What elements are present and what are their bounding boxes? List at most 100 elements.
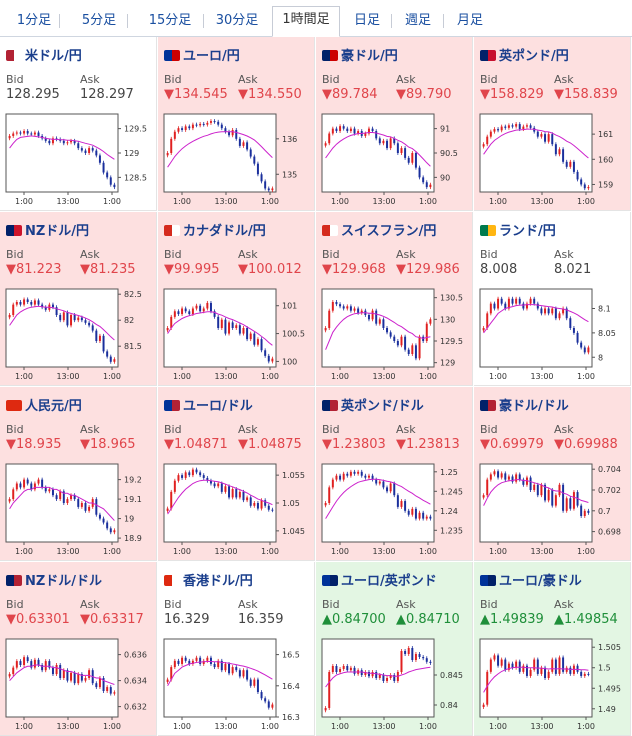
candle-body (551, 659, 554, 672)
pair-cell[interactable]: 人民元/円 Bid Ask ▼18.935 ▼18.965 19.2 19.1 19 18.9 1… (0, 387, 157, 561)
pair-title[interactable]: NZドル/ドル (6, 570, 102, 589)
pair-cell[interactable]: 豪ドル/ドル Bid Ask ▼0.69979 ▼0.69988 0.704 0.702 0.… (474, 387, 631, 561)
pair-title[interactable]: 香港ドル/円 (164, 570, 253, 589)
candle-body (30, 661, 33, 668)
ask-value: ▼0.63317 (80, 612, 144, 627)
pair-cell[interactable]: 英ポンド/ドル Bid Ask ▼1.23803 ▼1.23813 1.25 1.245 1.… (316, 387, 473, 561)
tab-5[interactable]: 日足 (342, 8, 392, 34)
pair-cell[interactable]: スイスフラン/円 Bid Ask ▼129.968 ▼129.986 130.5 130 12… (316, 212, 473, 386)
pair-cell[interactable]: ユーロ/豪ドル Bid Ask ▲1.49839 ▲1.49854 1.505 1.5 1.4… (474, 562, 631, 736)
price-chart[interactable]: 82.5 82 81.5 1:00 13:00 1:00 (4, 287, 154, 383)
pair-cell[interactable]: NZドル/ドル Bid Ask ▼0.63301 ▼0.63317 0.636 0.634 0… (0, 562, 157, 736)
tab-1[interactable]: 5分足 (70, 8, 128, 34)
pair-title[interactable]: ユーロ/英ポンド (322, 570, 437, 589)
bid-value: ▲0.84700 (322, 612, 386, 627)
x-tick-label: 13:00 (530, 372, 553, 381)
pair-cell[interactable]: ランド/円 Bid Ask 8.008 8.021 8.1 8.05 8 1:00 13:00 1:… (474, 212, 631, 386)
candle-body (522, 303, 525, 309)
pair-title[interactable]: ランド/円 (480, 220, 556, 239)
pair-cell[interactable]: ユーロ/ドル Bid Ask ▼1.04871 ▼1.04875 1.055 1.05 1.0… (158, 387, 315, 561)
pair-cell[interactable]: 香港ドル/円 Bid Ask 16.329 16.359 16.5 16.4 16.3 1:00… (158, 562, 315, 736)
flag-icon (480, 400, 496, 411)
pair-cell[interactable]: NZドル/円 Bid Ask ▼81.223 ▼81.235 82.5 82 81.5 1:00… (0, 212, 157, 386)
pair-title[interactable]: 人民元/円 (6, 395, 82, 414)
bid-value: ▼0.69979 (480, 437, 544, 452)
price-chart[interactable]: 136 135 1:00 13:00 1:00 (162, 112, 312, 208)
pair-title[interactable]: ユーロ/円 (164, 45, 240, 64)
pair-title[interactable]: 英ポンド/ドル (322, 395, 424, 414)
pair-title[interactable]: スイスフラン/円 (322, 220, 436, 239)
price-chart[interactable]: 91 90.5 90 1:00 13:00 1:00 (320, 112, 470, 208)
x-tick-label: 1:00 (15, 197, 33, 206)
pair-title[interactable]: 米ドル/円 (6, 45, 82, 64)
y-tick-label: 1.495 (598, 684, 621, 693)
price-chart[interactable]: 1.055 1.05 1.045 1:00 13:00 1:00 (162, 462, 312, 558)
candle-body (389, 483, 392, 492)
tab-4[interactable]: 1時間足 (272, 6, 340, 37)
price-chart[interactable]: 1.25 1.245 1.24 1.235 1:00 13:00 1:00 (320, 462, 470, 558)
candle-body (271, 188, 274, 191)
pair-cell[interactable]: ユーロ/英ポンド Bid Ask ▲0.84700 ▲0.84710 0.845 0.84 1… (316, 562, 473, 736)
candle-body (328, 133, 331, 144)
candle-body (249, 149, 252, 157)
pair-title[interactable]: ユーロ/ドル (164, 395, 253, 414)
x-tick-label: 1:00 (173, 722, 191, 731)
pair-title[interactable]: NZドル/円 (6, 220, 89, 239)
candle-body (339, 304, 342, 307)
price-chart[interactable]: 8.1 8.05 8 1:00 13:00 1:00 (478, 287, 628, 383)
price-chart[interactable]: 0.636 0.634 0.632 1:00 13:00 1:00 (4, 637, 154, 733)
candle-body (382, 140, 385, 144)
bid-label: Bid (322, 248, 340, 261)
candle-body (12, 133, 15, 136)
candle-body (228, 663, 231, 674)
candle-body (342, 666, 345, 669)
candle-body (80, 317, 83, 321)
price-chart[interactable]: 0.704 0.702 0.7 0.698 1:00 13:00 1:00 (478, 462, 628, 558)
candle-body (26, 657, 29, 662)
candle-body (375, 479, 378, 484)
tab-7[interactable]: 月足 (456, 13, 483, 28)
pair-cell[interactable]: 豪ドル/円 Bid Ask ▼89.784 ▼89.790 91 90.5 90 1:00 13:… (316, 37, 473, 211)
candle-body (407, 648, 410, 654)
pair-name: 香港ドル/円 (183, 574, 253, 589)
candle-body (191, 308, 194, 315)
pair-cell[interactable]: カナダドル/円 Bid Ask ▼99.995 ▼100.012 101 100.5 100 1… (158, 212, 315, 386)
pair-title[interactable]: 豪ドル/ドル (480, 395, 569, 414)
pair-title[interactable]: 英ポンド/円 (480, 45, 569, 64)
candle-body (533, 659, 536, 670)
pair-title[interactable]: ユーロ/豪ドル (480, 570, 582, 589)
tab-2[interactable]: 15分足 (136, 8, 204, 34)
candle-body (77, 143, 80, 149)
candle-body (583, 347, 586, 353)
candle-body (264, 181, 267, 189)
price-chart[interactable]: 16.516.416.31:00 13:00 1:00 (162, 637, 312, 733)
x-tick-label: 13:00 (214, 197, 237, 206)
candle-body (220, 124, 223, 129)
pair-cell[interactable]: 英ポンド/円 Bid Ask ▼158.829 ▼158.839 161 160 159 1:0… (474, 37, 631, 211)
candle-body (511, 298, 514, 304)
candle-body (246, 497, 249, 501)
price-chart[interactable]: 0.845 0.84 1:00 13:00 1:00 (320, 637, 470, 733)
pair-cell[interactable]: 米ドル/円 Bid Ask 128.295 128.297 129.5 129 128.5 1:… (0, 37, 157, 211)
chart-plot-area (479, 113, 593, 193)
tab-6[interactable]: 週足 (392, 8, 444, 34)
bid-label: Bid (480, 423, 498, 436)
tab-3[interactable]: 30分足 (215, 13, 259, 28)
pair-title[interactable]: 豪ドル/円 (322, 45, 398, 64)
bid-value: ▼89.784 (322, 87, 378, 102)
price-chart[interactable]: 129.5 129 128.5 1:00 13:00 1:00 (4, 112, 154, 208)
candle-body (19, 302, 22, 305)
pair-cell[interactable]: ユーロ/円 Bid Ask ▼134.545 ▼134.550 136 135 1:00 13:… (158, 37, 315, 211)
candle-body (515, 474, 518, 482)
bid-value: ▼1.23803 (322, 437, 386, 452)
y-tick-label: 0.632 (124, 703, 147, 712)
tab-0[interactable]: 1分足 (8, 8, 60, 34)
pair-title[interactable]: カナダドル/円 (164, 220, 266, 239)
candle-body (206, 302, 209, 309)
candle-body (569, 161, 572, 167)
